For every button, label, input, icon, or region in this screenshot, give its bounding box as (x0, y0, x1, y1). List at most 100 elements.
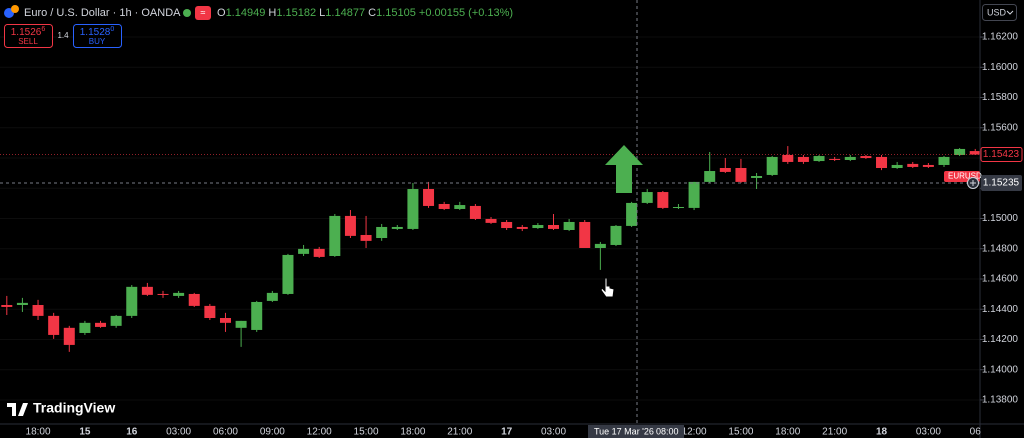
y-tick-label: 1.16000 (982, 62, 1019, 73)
x-tick-label: 18:00 (26, 427, 51, 438)
y-tick-label: 1.14000 (982, 364, 1019, 375)
candle-body (173, 292, 185, 296)
candle-body (126, 286, 138, 316)
sell-button[interactable] (4, 24, 53, 48)
alert-icon[interactable] (195, 6, 211, 20)
candle-body (454, 205, 466, 209)
candle-body (204, 305, 216, 318)
x-tick-label: 09:00 (260, 427, 285, 438)
candle-body (907, 163, 919, 167)
candle-body (282, 254, 294, 294)
crosshair-price-label: 1.15235 (983, 178, 1020, 189)
buy-pip: 0 (110, 26, 114, 33)
y-tick-label: 1.14400 (982, 304, 1019, 315)
candle-body (688, 181, 700, 208)
ohlc: O1.14949 H1.15182 L1.14877 C1.15105 +0.0… (217, 7, 513, 19)
symbol-title: Euro / U.S. Dollar · 1h · OANDA (24, 7, 181, 19)
x-tick-label: 17 (501, 427, 513, 438)
candle-body (954, 148, 966, 155)
plus-icon (970, 179, 976, 186)
candle-body (797, 156, 809, 162)
y-tick-label: 1.15600 (982, 122, 1019, 133)
candle-body (922, 164, 934, 167)
ohlc-value: 1.15105 (376, 7, 416, 19)
candle-body (829, 158, 841, 160)
candle-body (235, 320, 247, 328)
candle-body (891, 164, 903, 168)
candle-body (329, 215, 341, 257)
ohlc-label: H (268, 7, 276, 19)
candle-body (641, 192, 653, 203)
x-tick-label: 16 (126, 427, 138, 438)
x-tick-label: 15:00 (354, 427, 379, 438)
y-tick-label: 1.13800 (982, 395, 1019, 406)
candle-body (407, 189, 419, 229)
candle-body (813, 156, 825, 162)
candle-body (860, 156, 872, 159)
symbol-label: EURUSD (948, 172, 982, 181)
cursor (600, 277, 615, 298)
ohlc-label: L (319, 7, 325, 19)
buy-price: 1.15280 (80, 26, 115, 38)
ohlc-label: O (217, 7, 226, 19)
ohlc-label: C (368, 7, 376, 19)
crosshair-price-box (981, 174, 1022, 191)
candle-body (594, 243, 606, 248)
candle-body (704, 171, 716, 182)
candle-body (579, 221, 591, 248)
candle-body (610, 225, 622, 245)
crosshair-time: 08:00 (656, 426, 679, 436)
flag-icon (11, 5, 19, 13)
currency: USD (987, 7, 1007, 17)
candle-body (32, 304, 44, 316)
last-price-box (980, 147, 1023, 163)
x-tick-label: 21:00 (447, 427, 472, 438)
x-tick-label: 03:00 (916, 427, 941, 438)
y-tick-label: 1.14200 (982, 334, 1019, 345)
candle-body (48, 315, 60, 335)
candle-body (63, 327, 75, 345)
candle-body (532, 225, 544, 229)
x-tick-label: 21:00 (822, 427, 847, 438)
y-tick-label: 1.14600 (982, 274, 1019, 285)
x-tick-label: 12:00 (682, 427, 707, 438)
brand: TradingView (33, 400, 115, 416)
candle-body (188, 293, 200, 306)
y-tick-label: 1.15000 (982, 213, 1019, 224)
candle-body (1, 304, 13, 307)
candle-body (110, 315, 122, 326)
x-tick-label: 03:00 (541, 427, 566, 438)
candle-body (516, 226, 528, 229)
y-tick-label: 1.15800 (982, 92, 1019, 103)
candle-body (501, 221, 513, 229)
change: +0.00155 (+0.13%) (419, 7, 513, 19)
x-tick-label: 18 (876, 427, 888, 438)
candle-body (95, 322, 107, 327)
x-tick-label: 15 (79, 427, 91, 438)
candle-body (438, 203, 450, 209)
x-tick-label: 03:00 (166, 427, 191, 438)
crosshair-time-box (588, 425, 684, 438)
ohlc-value: 1.15182 (276, 7, 316, 19)
up-arrow (605, 145, 643, 193)
buy-button[interactable] (73, 24, 122, 48)
candle-body (251, 301, 263, 330)
candle-body (16, 302, 28, 305)
candle-body (657, 192, 669, 208)
currency-selector[interactable] (982, 4, 1017, 21)
last-price-label: 1.15423 (983, 149, 1020, 160)
sell-label: SELL (18, 37, 38, 46)
candle-body (344, 215, 356, 236)
plot-area (0, 36, 981, 401)
chevron (1006, 10, 1014, 15)
candle-body (485, 218, 497, 223)
candle-body (360, 234, 372, 241)
x-tick-label: 18:00 (775, 427, 800, 438)
candle-body (141, 286, 153, 295)
candle-body (969, 151, 981, 155)
candle-body (391, 226, 403, 229)
crosshair-date: Tue 17 Mar '26 (594, 426, 654, 436)
candle-body (266, 292, 278, 301)
candle-body (79, 322, 91, 333)
